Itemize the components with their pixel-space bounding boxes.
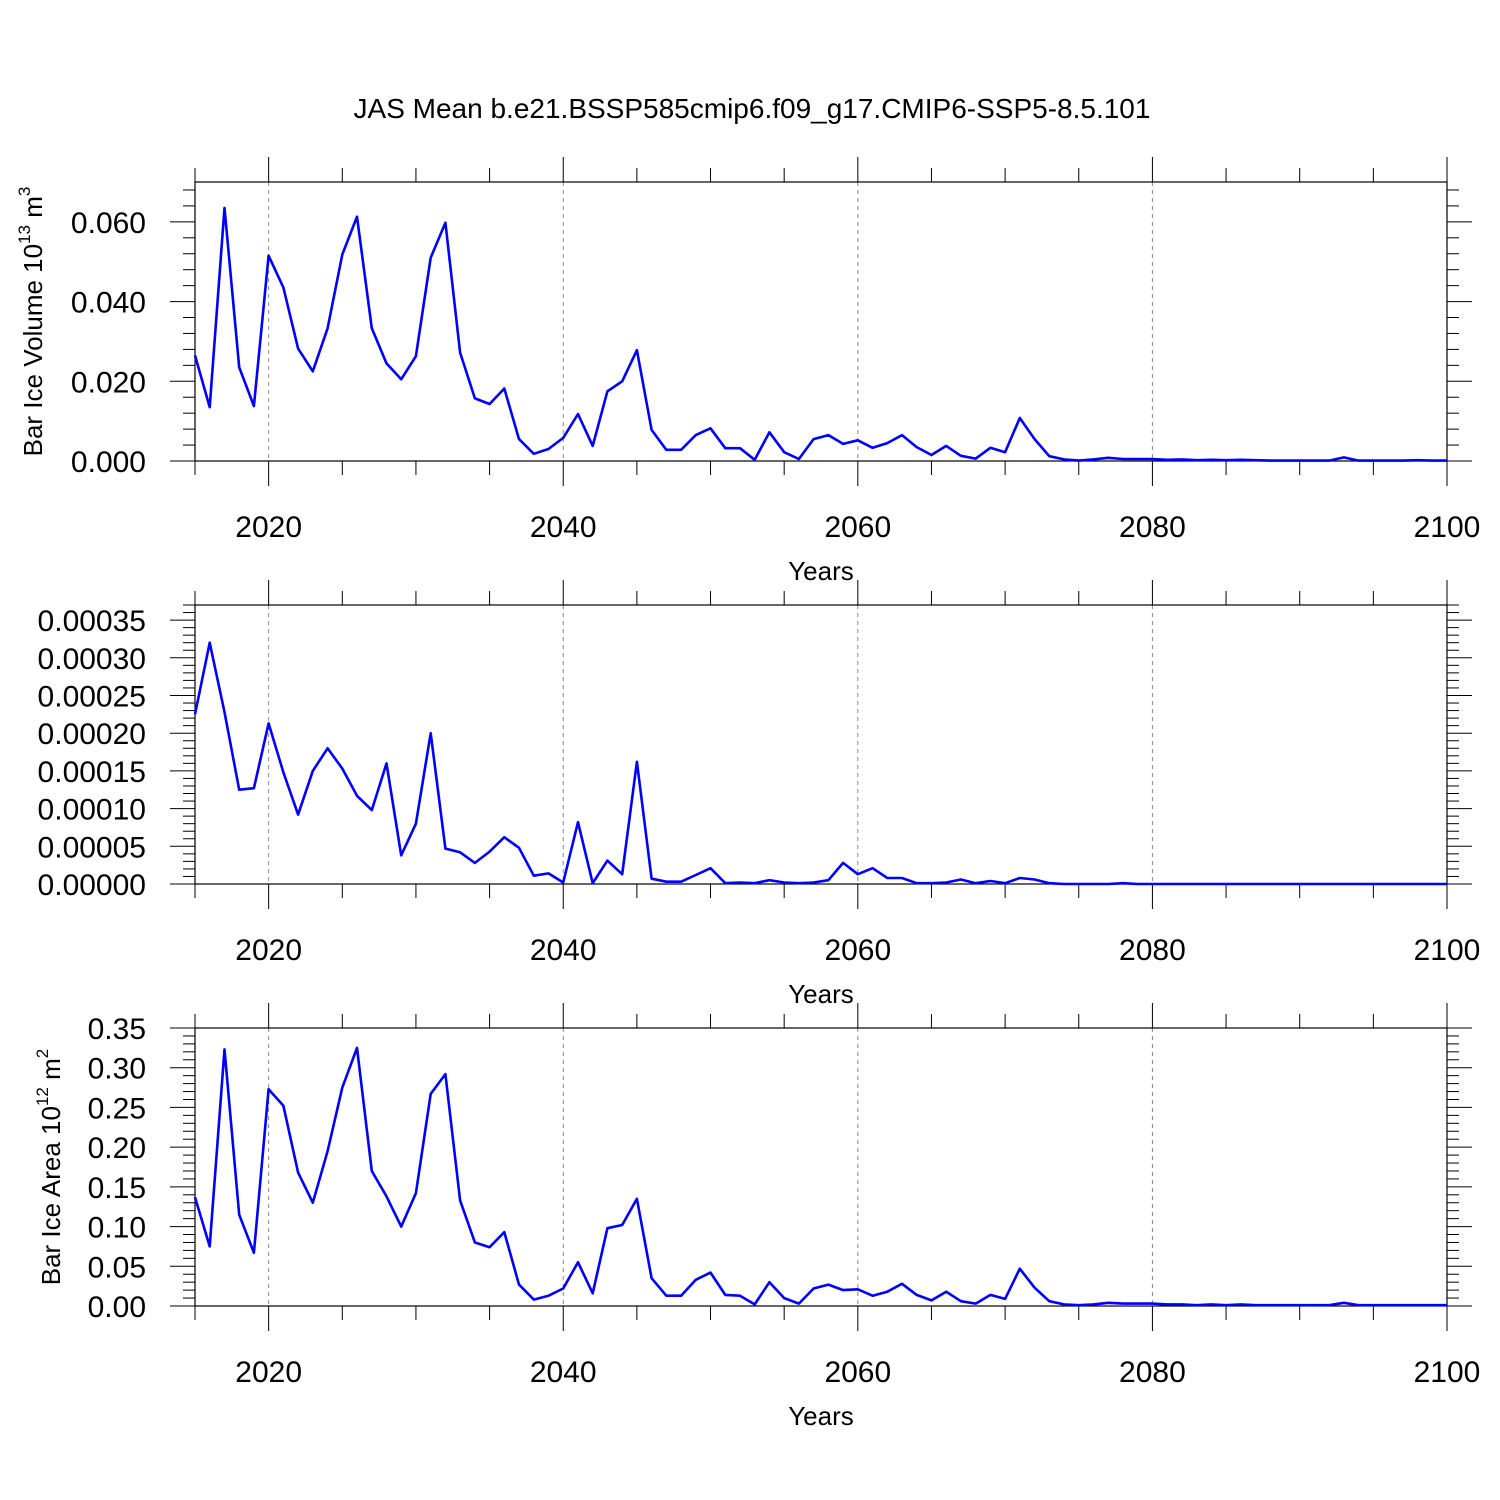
y-tick-label: 0.00010 [38, 794, 146, 827]
y-tick-label: 0.00005 [38, 831, 146, 864]
y-tick-label: 0.05 [88, 1251, 146, 1284]
y-tick-label: 0.00000 [38, 869, 146, 902]
y-tick-label: 0.15 [88, 1172, 146, 1205]
y-tick-label: 0.00 [88, 1291, 146, 1324]
x-tick-label: 2080 [1119, 934, 1186, 967]
y-tick-label: 0.060 [71, 207, 146, 240]
series-line [193, 206, 1447, 462]
y-tick-label: 0.30 [88, 1053, 146, 1086]
x-tick-label: 2100 [1414, 511, 1481, 544]
panel-2: 2020 2040 2060 2080 2100 0.00000 0.00005 0.0001… [0, 580, 1480, 1009]
x-tick-label: 2080 [1119, 511, 1186, 544]
x-axis-label: Years [788, 979, 854, 1009]
plot-frame [194, 604, 1448, 885]
plot-frame [194, 181, 1448, 462]
x-tick-label: 2020 [235, 934, 302, 967]
x-tick-label: 2060 [824, 934, 891, 967]
x-tick-label: 2040 [530, 511, 597, 544]
series-line [193, 641, 1447, 886]
x-tick-label: 2020 [235, 511, 302, 544]
y-axis-label: Bar Ice Volume 1013 m3 [15, 187, 48, 457]
y-tick-label: 0.00015 [38, 756, 146, 789]
y-tick-label: 0.020 [71, 366, 146, 399]
y-axis-label: Bar Ice Area 1012 m2 [33, 1049, 66, 1286]
y-tick-label: 0.35 [88, 1013, 146, 1046]
y-axis-label: Bar Snow Volume 1013 m3 [0, 594, 3, 894]
x-axis-label: Years [788, 556, 854, 586]
x-tick-label: 2060 [824, 1356, 891, 1389]
x-tick-label: 2080 [1119, 1356, 1186, 1389]
y-tick-label: 0.00025 [38, 680, 146, 713]
y-tick-label: 0.20 [88, 1132, 146, 1165]
x-tick-label: 2100 [1414, 934, 1481, 967]
series-line [193, 1046, 1447, 1307]
plot-frame [194, 1027, 1448, 1307]
figure-title: JAS Mean b.e21.BSSP585cmip6.f09_g17.CMIP… [354, 93, 1151, 124]
x-tick-label: 2020 [235, 1356, 302, 1389]
y-tick-label: 0.040 [71, 287, 146, 320]
y-tick-label: 0.00035 [38, 605, 146, 638]
y-tick-label: 0.10 [88, 1212, 146, 1245]
x-tick-label: 2040 [530, 1356, 597, 1389]
x-tick-label: 2060 [824, 511, 891, 544]
panel-1: 2020 2040 2060 2080 2100 0.000 0.020 0.040 0.060… [15, 157, 1480, 586]
x-axis-label: Years [788, 1401, 854, 1431]
y-tick-label: 0.000 [71, 446, 146, 479]
x-tick-label: 2100 [1414, 1356, 1481, 1389]
y-tick-label: 0.25 [88, 1092, 146, 1125]
y-tick-label: 0.00020 [38, 718, 146, 751]
panel-3: 2020 2040 2060 2080 2100 0.00 0.05 0.10 0.15 0.20… [33, 1003, 1480, 1431]
y-tick-label: 0.00030 [38, 643, 146, 676]
x-tick-label: 2040 [530, 934, 597, 967]
panels: 2020 2040 2060 2080 2100 0.000 0.020 0.040 0.060… [0, 157, 1480, 1431]
